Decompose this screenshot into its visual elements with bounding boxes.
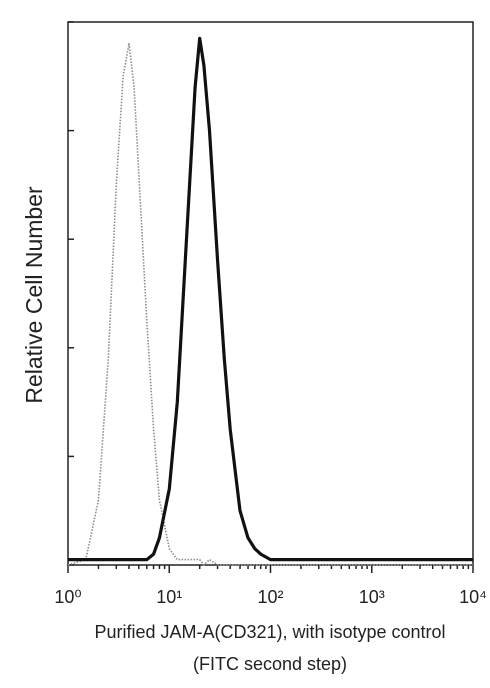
y-axis-label: Relative Cell Number [21,186,47,404]
x-tick-label: 10³ [359,587,385,607]
series-line [67,42,473,566]
x-axis-label: (FITC second step) [193,654,347,674]
x-axis-label: Purified JAM-A(CD321), with isotype cont… [94,622,445,642]
plot-frame [67,21,474,566]
x-tick-label: 10⁰ [54,587,81,607]
x-tick-label: 10⁴ [459,587,487,607]
x-tick-label: 10² [257,587,283,607]
x-tick-label: 10¹ [156,587,182,607]
series-line [68,36,473,562]
